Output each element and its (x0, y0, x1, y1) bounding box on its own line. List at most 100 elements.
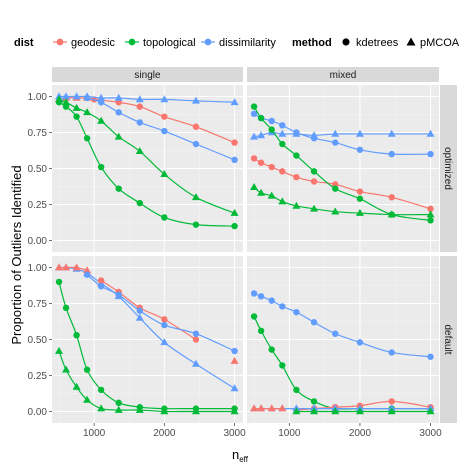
data-point (293, 152, 300, 159)
data-point (191, 407, 200, 415)
data-point (427, 205, 434, 213)
data-point (230, 384, 239, 392)
data-point (257, 114, 265, 122)
axes: 0.00 0.25 0.50 0.75 1.00 0.00 0.25 0.50 0.75 1.00… (28, 92, 443, 439)
data-point (83, 135, 91, 142)
data-point (55, 95, 64, 103)
data-point (97, 404, 106, 412)
data-point (310, 168, 318, 175)
legend-geodesic-label: geodesic (71, 37, 116, 49)
data-point (114, 405, 123, 413)
legend-pmcoa-label: pMCOA (420, 37, 460, 49)
data-point (135, 405, 144, 413)
series-dissimilarity-kdetrees (250, 110, 434, 158)
data-point (293, 129, 300, 136)
data-point (192, 140, 200, 148)
data-point (427, 353, 434, 360)
series-line (253, 131, 431, 138)
data-point (160, 170, 169, 178)
series-topological-pmcoa (250, 183, 435, 218)
data-point (250, 183, 259, 191)
x-tick-label: 2000 (153, 428, 176, 439)
data-point (62, 92, 71, 100)
series-line (59, 95, 235, 103)
legend-item-geodesic: geodesic (53, 37, 116, 49)
data-point (72, 382, 81, 390)
legend-item-dissimilarity: dissimilarity (201, 37, 276, 49)
strip-optimized (440, 85, 457, 252)
strip-label-default: default (442, 324, 453, 354)
legend-dissimilarity-label: dissimilarity (219, 37, 276, 49)
data-point (135, 147, 144, 155)
data-point (356, 195, 364, 202)
data-point (161, 113, 168, 120)
data-point (310, 398, 318, 405)
series-line (58, 281, 235, 410)
data-point (231, 222, 238, 230)
series-line (253, 157, 431, 210)
data-point (160, 95, 169, 103)
data-point (310, 204, 319, 212)
data-point (230, 356, 239, 364)
y-tick-label: 0.25 (28, 200, 48, 211)
data-point (83, 271, 91, 278)
panel-optimized-mixed (247, 85, 439, 252)
panel-default-single (52, 256, 243, 423)
data-point (387, 407, 396, 415)
data-point (426, 210, 435, 218)
data-point (73, 331, 80, 339)
series-topological-pmcoa (55, 346, 239, 415)
data-point (278, 404, 287, 412)
legend-dist-title: dist (14, 37, 34, 49)
data-point (114, 132, 123, 140)
data-point (55, 278, 63, 286)
data-point (191, 193, 200, 201)
y-tick-label: 1.00 (28, 263, 48, 274)
series-geodesic-pmcoa (250, 404, 287, 412)
data-point (257, 188, 266, 196)
data-point (231, 347, 238, 355)
data-point (257, 159, 265, 166)
data-point (279, 140, 286, 148)
series-geodesic-pmcoa (55, 263, 92, 274)
data-point (97, 93, 106, 101)
x-tick-label: 3000 (223, 428, 246, 439)
legend-item-topological: topological (125, 37, 196, 49)
data-point (356, 188, 364, 195)
data-point (83, 266, 92, 274)
data-point (72, 92, 81, 100)
data-point (278, 129, 287, 137)
data-point (62, 304, 70, 312)
data-point (97, 163, 105, 171)
data-point (268, 346, 275, 353)
data-point (231, 139, 238, 146)
legend-dissimilarity-swatch (204, 38, 212, 46)
data-point (62, 365, 71, 373)
strip-single (52, 67, 243, 82)
data-point (250, 103, 258, 110)
data-point (267, 191, 276, 199)
data-point (310, 407, 319, 415)
data-point (387, 210, 396, 218)
legend-kdetrees-label: kdetrees (356, 37, 399, 49)
series-geodesic-pmcoa (230, 356, 239, 364)
data-point (160, 407, 169, 415)
legend-item-kdetrees: kdetrees (342, 37, 399, 49)
legend-method-title: method (292, 37, 332, 49)
data-point (191, 359, 200, 367)
data-point (427, 217, 434, 224)
legend-item-pmcoa: pMCOA (406, 37, 460, 49)
data-point (268, 163, 275, 171)
data-point (136, 199, 143, 207)
y-tick-label: 0.75 (28, 128, 48, 139)
y-tick-label: 0.00 (28, 236, 48, 247)
data-point (250, 132, 259, 140)
data-point (97, 277, 105, 284)
data-point (97, 386, 105, 394)
data-point (388, 349, 395, 356)
data-point (192, 221, 200, 228)
legend-topological-swatch (128, 38, 136, 46)
data-point (114, 93, 123, 101)
panel-default-mixed (247, 256, 439, 423)
data-point (278, 197, 287, 205)
